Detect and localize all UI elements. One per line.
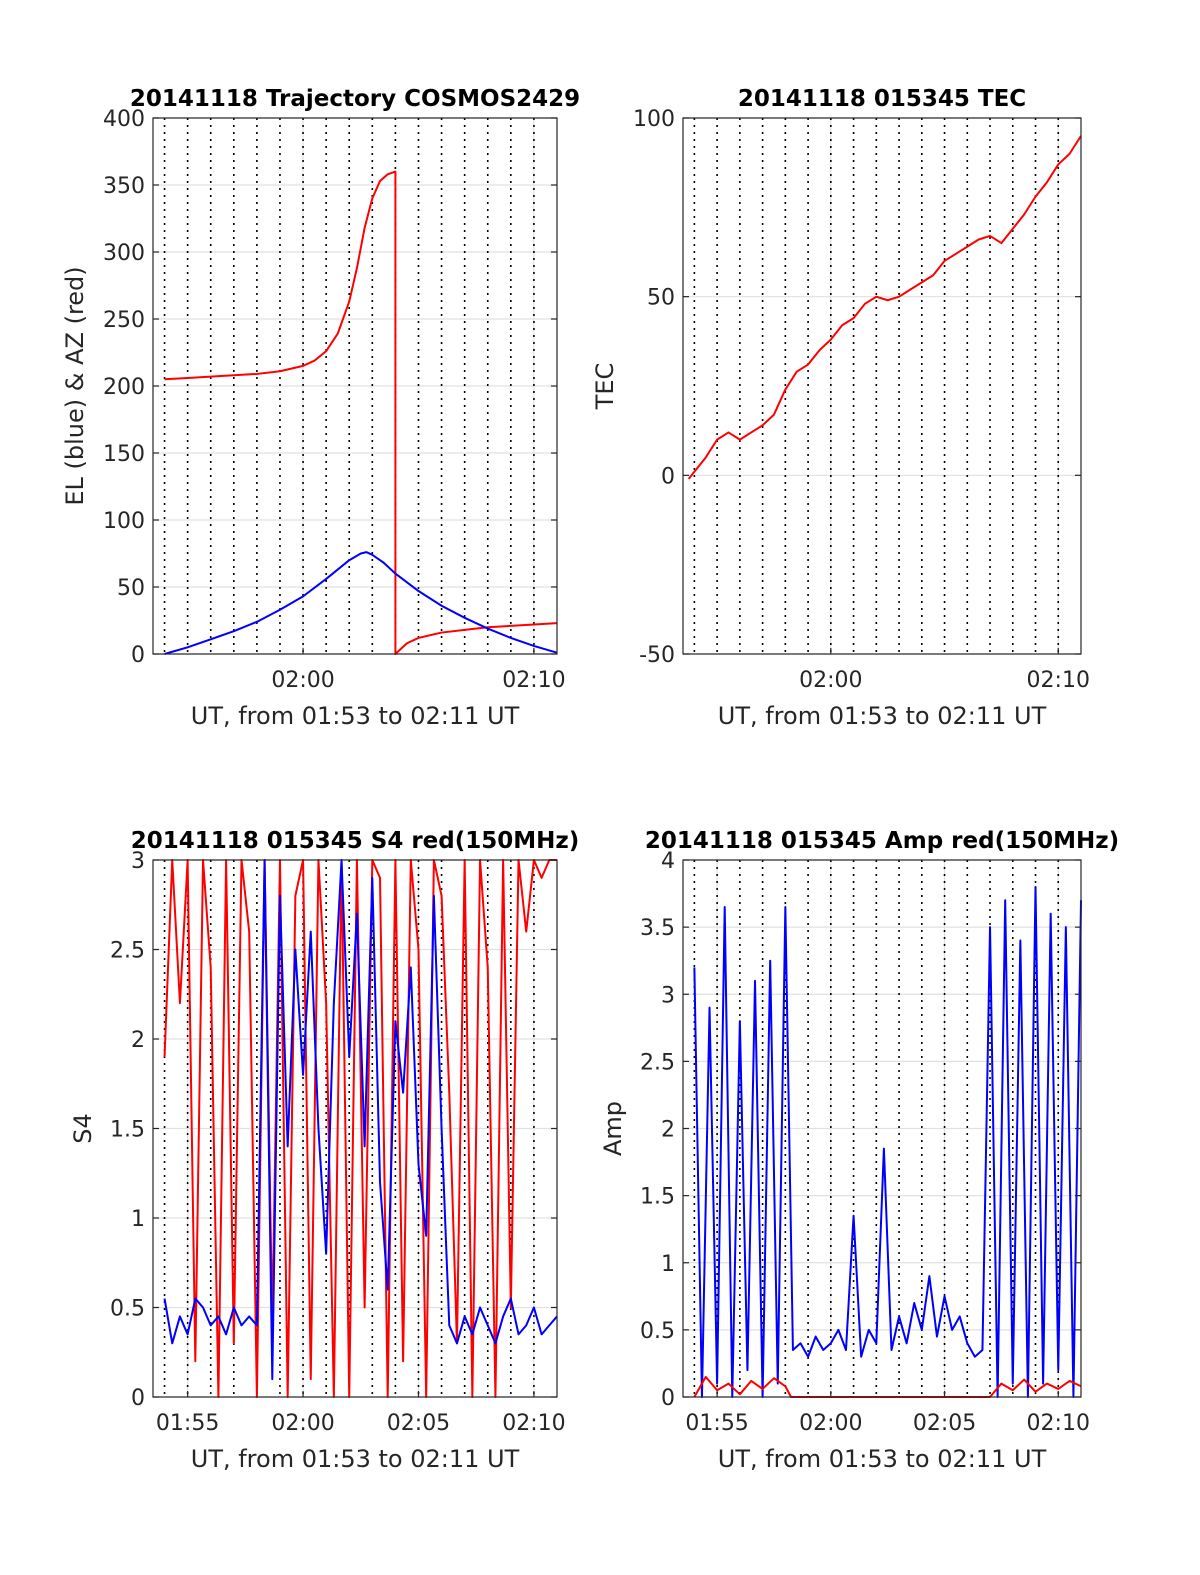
tec-axes-box — [682, 117, 1082, 655]
trajectory-title: 20141118 Trajectory COSMOS2429 — [130, 86, 580, 112]
amp-series-1 — [693, 1375, 1082, 1398]
trajectory-xlabel: UT, from 01:53 to 02:11 UT — [191, 702, 520, 730]
tec-series-0 — [687, 135, 1082, 480]
trajectory-ytick-label: 0 — [131, 643, 145, 668]
s4-chart: 0 0.5 1 1.5 2 2.5 3 01:55 02:00 02:05 02:10 2014111… — [69, 828, 579, 1473]
trajectory-ytick-label: 250 — [103, 308, 145, 333]
s4-ytick-label: 1.5 — [110, 1118, 145, 1143]
amp-ytick-label: 1.5 — [640, 1185, 675, 1210]
amp-xtick-label: 02:00 — [799, 1411, 862, 1436]
tec-xtick-label: 02:10 — [1027, 668, 1090, 693]
tec-xlabel: UT, from 01:53 to 02:11 UT — [718, 702, 1047, 730]
trajectory-ytick-label: 400 — [103, 107, 145, 132]
amp-ytick-label: 0.5 — [640, 1319, 675, 1344]
trajectory-ytick-label: 100 — [103, 509, 145, 534]
s4-series-1 — [163, 859, 558, 1381]
s4-ytick-label: 0.5 — [110, 1297, 145, 1322]
amp-xtick-label: 01:55 — [685, 1411, 748, 1436]
s4-xtick-label: 02:10 — [502, 1411, 565, 1436]
amp-ylabel: Amp — [599, 1101, 627, 1156]
trajectory-chart: 0 50 100 150 200 250 300 350 400 02:00 02:10 201411… — [61, 86, 580, 730]
trajectory-ytick-label: 50 — [117, 576, 145, 601]
amp-ytick-label: 2 — [661, 1118, 675, 1143]
amp-chart: 0 0.5 1 1.5 2 2.5 3 3.5 4 01:55 02:00 02:05 02:10 201… — [599, 828, 1119, 1473]
trajectory-series-0 — [164, 170, 558, 655]
trajectory-ylabel: EL (blue) & AZ (red) — [61, 266, 89, 505]
amp-xtick-label: 02:10 — [1027, 1411, 1090, 1436]
trajectory-ytick-label: 200 — [103, 375, 145, 400]
s4-ylabel: S4 — [69, 1113, 97, 1144]
s4-xtick-label: 02:05 — [387, 1411, 450, 1436]
s4-ytick-label: 2 — [131, 1028, 145, 1053]
s4-title: 20141118 015345 S4 red(150MHz) — [131, 828, 580, 854]
amp-ytick-label: 0 — [661, 1386, 675, 1411]
trajectory-xtick-label: 02:10 — [502, 668, 565, 693]
s4-series-0 — [163, 859, 557, 1398]
tec-xtick-label: 02:00 — [799, 668, 862, 693]
s4-ytick-label: 3 — [131, 849, 145, 874]
amp-title: 20141118 015345 Amp red(150MHz) — [645, 828, 1119, 854]
amp-ytick-label: 4 — [661, 849, 675, 874]
trajectory-ytick-label: 150 — [103, 442, 145, 467]
s4-xlabel: UT, from 01:53 to 02:11 UT — [191, 1445, 520, 1473]
tec-title: 20141118 015345 TEC — [738, 86, 1026, 112]
s4-xtick-label: 01:55 — [156, 1411, 219, 1436]
amp-series-0 — [693, 885, 1082, 1398]
amp-ytick-label: 3 — [661, 983, 675, 1008]
trajectory-series-1 — [164, 551, 558, 655]
amp-ytick-label: 1 — [661, 1252, 675, 1277]
tec-ytick-label: 50 — [647, 286, 675, 311]
tec-ytick-label: 0 — [661, 464, 675, 489]
amp-ytick-label: 3.5 — [640, 916, 675, 941]
trajectory-xtick-label: 02:00 — [271, 668, 334, 693]
amp-xtick-label: 02:05 — [913, 1411, 976, 1436]
amp-ytick-label: 2.5 — [640, 1050, 675, 1075]
trajectory-ytick-label: 350 — [103, 174, 145, 199]
tec-chart: -50 0 50 100 02:00 02:10 20141118 015345 TEC UT… — [591, 86, 1090, 730]
s4-xtick-label: 02:00 — [271, 1411, 334, 1436]
s4-ytick-label: 2.5 — [110, 939, 145, 964]
s4-ytick-label: 1 — [131, 1207, 145, 1232]
amp-xlabel: UT, from 01:53 to 02:11 UT — [718, 1445, 1047, 1473]
tec-ylabel: TEC — [591, 363, 619, 411]
s4-ytick-label: 0 — [131, 1386, 145, 1411]
trajectory-ytick-label: 300 — [103, 241, 145, 266]
tec-ytick-label: 100 — [633, 107, 675, 132]
tec-ytick-label: -50 — [639, 643, 675, 668]
